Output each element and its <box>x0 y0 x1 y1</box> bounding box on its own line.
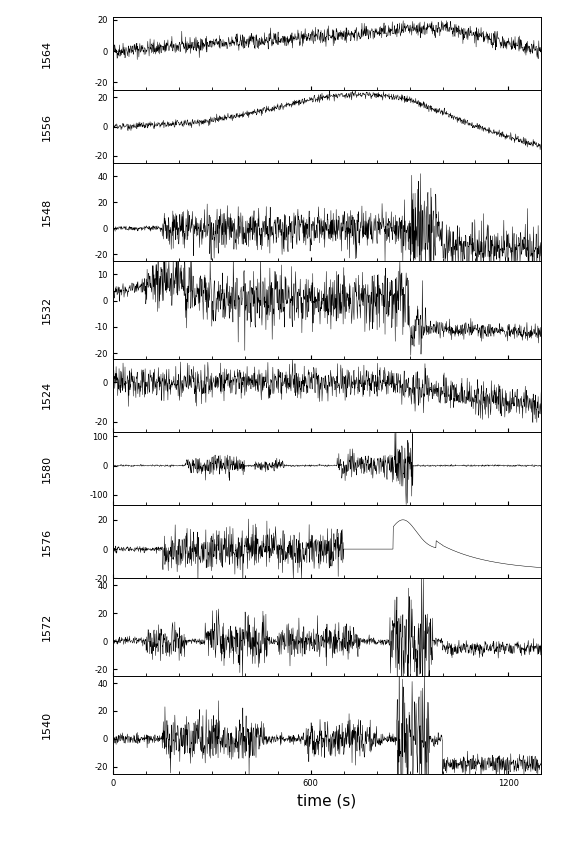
Text: 1556: 1556 <box>41 113 51 140</box>
Text: 1580: 1580 <box>41 454 51 483</box>
Text: 1548: 1548 <box>41 198 51 226</box>
X-axis label: time (s): time (s) <box>297 793 357 808</box>
Text: 1564: 1564 <box>41 40 51 67</box>
Text: 1572: 1572 <box>41 613 51 642</box>
Text: 1532: 1532 <box>41 296 51 324</box>
Text: 1576: 1576 <box>41 527 51 556</box>
Text: 1524: 1524 <box>41 381 51 410</box>
Text: 1540: 1540 <box>41 711 51 739</box>
